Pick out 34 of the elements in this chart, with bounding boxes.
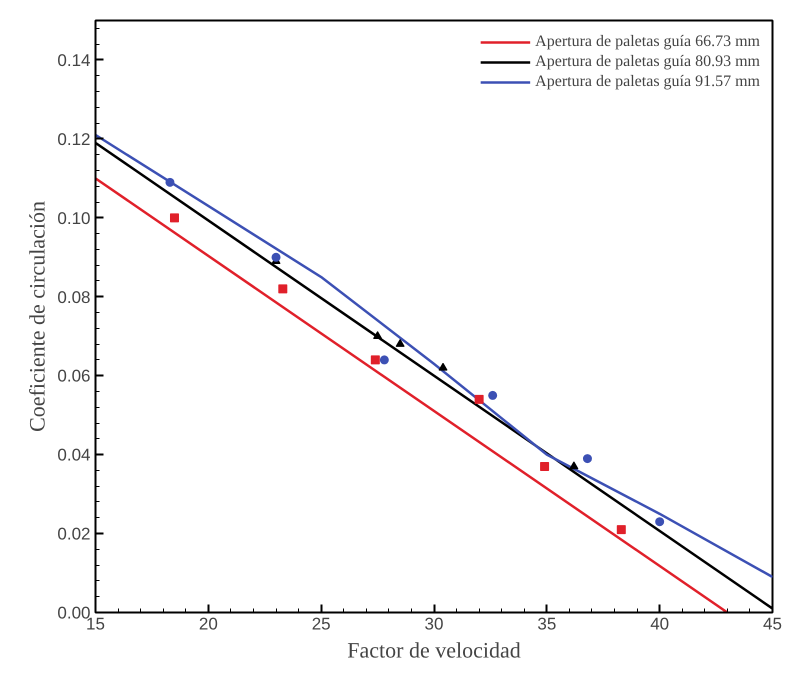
point xyxy=(488,390,498,400)
point xyxy=(370,355,380,364)
y-tick-label: 0.08 xyxy=(57,288,91,307)
legend-label: Apertura de paletas guía 91.57 mm xyxy=(535,73,760,91)
point xyxy=(655,517,664,526)
x-tick-label: 35 xyxy=(537,614,556,634)
point xyxy=(373,331,382,340)
point xyxy=(380,355,389,364)
point xyxy=(272,252,281,262)
x-axis-title: Factor de velocidad xyxy=(347,638,521,662)
point xyxy=(540,462,550,471)
x-tick-label: 25 xyxy=(312,614,331,634)
point xyxy=(438,362,448,371)
point xyxy=(278,284,288,294)
y-tick-label: 0.06 xyxy=(57,366,91,386)
y-tick-label: 0.04 xyxy=(57,446,91,465)
point xyxy=(582,454,592,464)
y-tick-label: 0.12 xyxy=(57,130,91,149)
y-axis-title: Coeficiente de circulación xyxy=(24,201,50,432)
x-tick-label: 40 xyxy=(650,614,670,634)
point xyxy=(474,394,484,404)
point xyxy=(396,339,405,347)
legend-label: Apertura de paletas guía 80.93 mm xyxy=(535,53,760,71)
point xyxy=(165,178,174,187)
x-tick-label: 30 xyxy=(424,614,444,634)
y-tick-label: 0.02 xyxy=(57,524,91,544)
point xyxy=(569,461,578,470)
x-tick-label: 20 xyxy=(198,614,218,634)
x-tick-label: 45 xyxy=(763,614,782,634)
legend-label: Apertura de paletas guía 66.73 mm xyxy=(535,33,760,51)
y-tick-label: 0.10 xyxy=(57,208,91,228)
point xyxy=(616,525,626,534)
y-tick-label: 0.14 xyxy=(57,50,91,70)
point xyxy=(170,213,179,222)
